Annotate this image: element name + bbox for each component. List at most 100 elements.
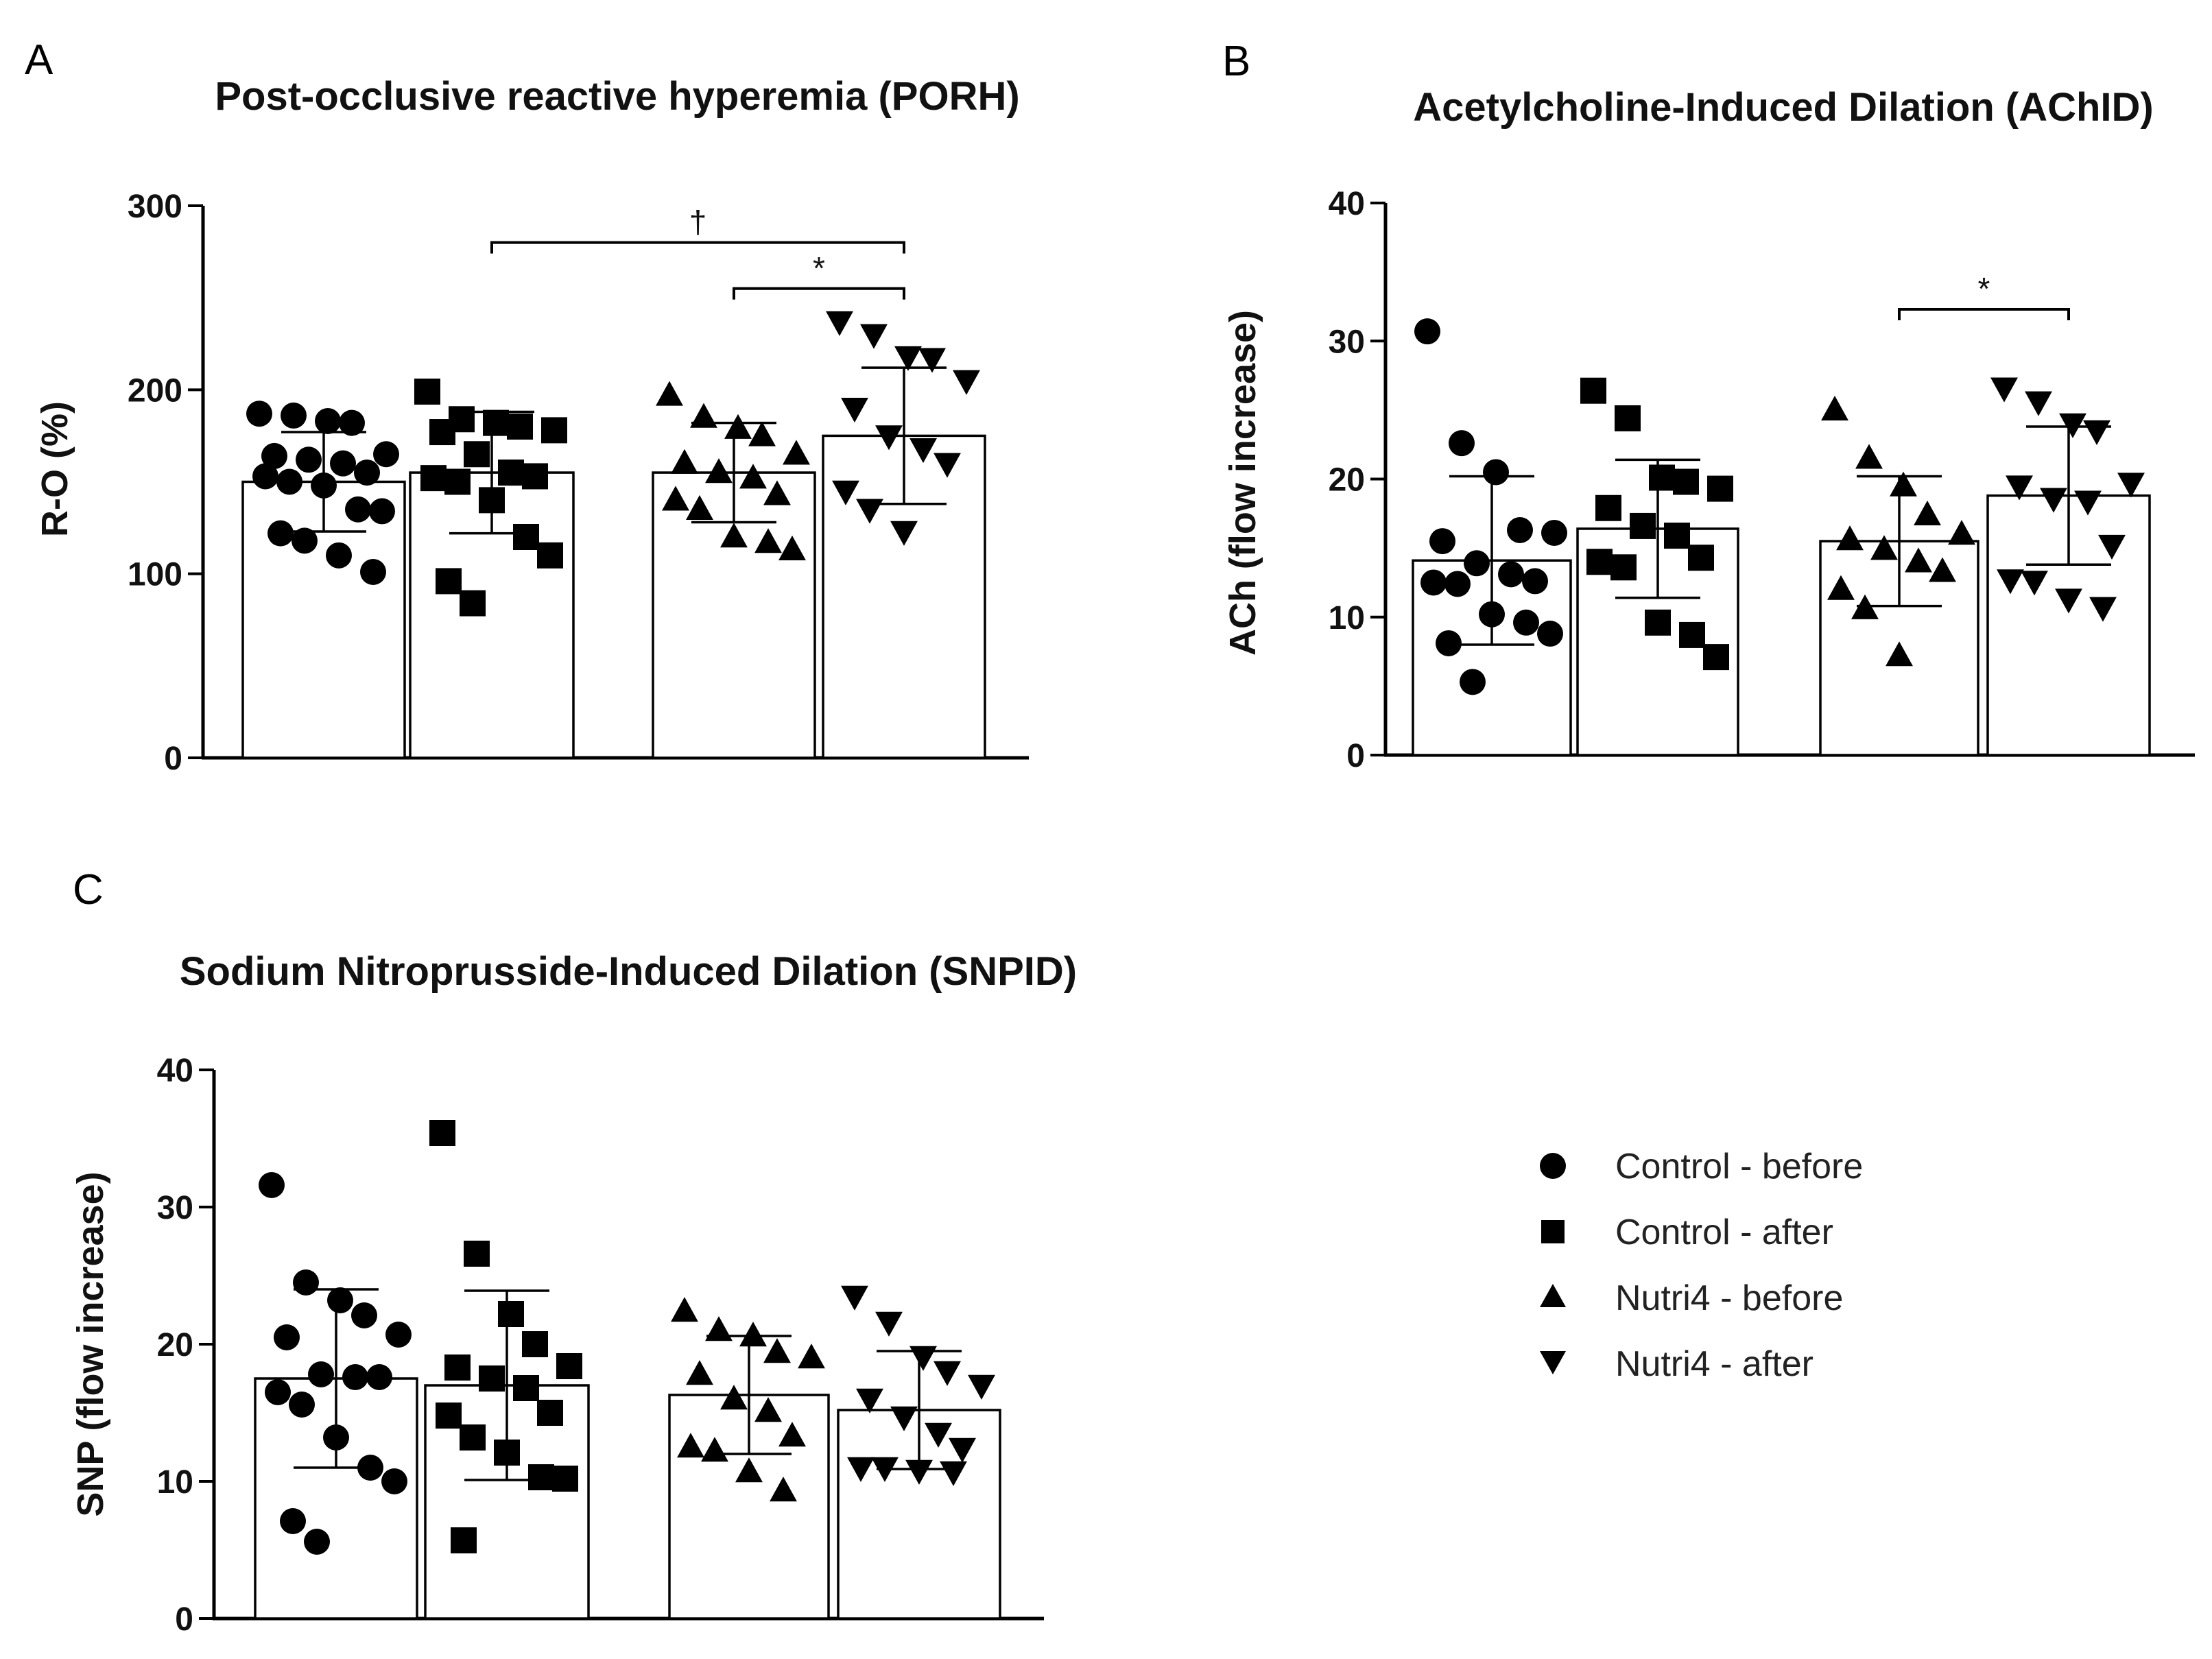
data-point: [905, 1459, 933, 1485]
data-point: [1679, 621, 1705, 648]
data-point: [940, 1461, 967, 1486]
data-point: [528, 1464, 554, 1490]
data-point: [720, 1385, 748, 1410]
panel-b-y-axis-label: ACh (flow increase): [1222, 310, 1263, 656]
significance-bracket: [490, 241, 905, 254]
data-point: [1464, 550, 1490, 577]
data-point: [315, 407, 341, 434]
data-point: [513, 1375, 539, 1401]
data-point: [483, 409, 509, 436]
significance-label: *: [1978, 271, 1990, 307]
data-point: [1821, 395, 1848, 421]
data-point: [414, 379, 440, 405]
data-point: [735, 1457, 763, 1483]
data-point: [2025, 391, 2052, 416]
data-point: [246, 401, 272, 427]
data-point: [373, 441, 399, 468]
data-point: [326, 542, 352, 569]
data-point: [296, 446, 322, 473]
data-point: [252, 463, 278, 490]
data-point: [1615, 405, 1641, 431]
data-point: [656, 381, 683, 406]
data-point: [351, 1302, 377, 1328]
data-point: [293, 1269, 319, 1296]
panel-a-title: Post-occlusive reactive hyperemia (PORH): [215, 74, 1019, 119]
data-point: [541, 417, 567, 444]
data-point: [2098, 534, 2126, 560]
data-point: [537, 1400, 563, 1426]
data-point: [1436, 630, 1462, 656]
data-point: [304, 1529, 330, 1555]
data-point: [479, 1365, 505, 1392]
y-tick-label: 30: [157, 1190, 193, 1226]
data-point: [552, 1466, 578, 1492]
data-point: [778, 535, 806, 560]
data-point: [705, 458, 733, 484]
data-point: [1483, 459, 1509, 486]
data-point: [1703, 644, 1729, 671]
data-point: [662, 486, 689, 511]
legend-label: Nutri4 - before: [1615, 1278, 1843, 1318]
data-point: [1449, 430, 1475, 457]
significance-bracket: [1898, 307, 2070, 320]
data-point: [1580, 377, 1606, 404]
data-point: [875, 425, 903, 451]
data-point: [933, 453, 961, 478]
data-point: [339, 409, 365, 436]
data-point: [2021, 571, 2048, 596]
data-point: [381, 1468, 407, 1494]
data-point: [1948, 520, 1975, 545]
data-point: [890, 1406, 918, 1431]
data-point: [274, 1324, 300, 1350]
triangle-down-marker-icon: [1540, 1351, 1566, 1374]
y-tick-label: 200: [128, 372, 182, 409]
data-point: [701, 1437, 728, 1462]
data-point: [856, 1388, 883, 1413]
data-point: [1836, 525, 1864, 551]
legend-label: Nutri4 - after: [1615, 1344, 1813, 1384]
significance-label: *: [813, 250, 825, 286]
data-point: [778, 1422, 806, 1447]
data-point: [763, 1338, 791, 1363]
data-point: [783, 440, 810, 465]
data-point: [909, 438, 937, 464]
data-point: [847, 1457, 875, 1482]
y-tick-label: 0: [164, 741, 182, 777]
data-point: [909, 1346, 937, 1371]
data-point: [841, 1285, 868, 1311]
data-point: [1673, 468, 1699, 495]
data-point: [968, 1374, 995, 1400]
data-point: [720, 523, 748, 548]
data-point: [1664, 523, 1690, 549]
data-point: [1444, 571, 1471, 597]
data-point: [1827, 575, 1855, 600]
data-point: [754, 1397, 782, 1422]
data-point: [537, 542, 563, 569]
y-tick-label: 0: [175, 1601, 193, 1638]
data-point: [342, 1364, 368, 1390]
data-point: [894, 346, 922, 371]
data-point: [739, 464, 767, 489]
data-point: [686, 1360, 713, 1385]
data-point: [1630, 512, 1656, 539]
data-point: [498, 459, 524, 486]
data-point: [1870, 535, 1898, 560]
y-tick-label: 20: [1329, 462, 1365, 499]
data-point: [2074, 490, 2102, 516]
y-tick-label: 30: [1329, 324, 1365, 360]
data-point: [556, 1353, 582, 1379]
data-point: [754, 528, 782, 553]
panel-a: A Post-occlusive reactive hyperemia (POR…: [25, 36, 1029, 777]
significance-label: †: [689, 204, 707, 240]
data-point: [1890, 471, 1917, 497]
data-point: [677, 1433, 704, 1458]
data-point: [460, 590, 486, 617]
data-point: [267, 520, 294, 547]
data-point: [498, 1301, 524, 1327]
square-marker-icon: [1541, 1220, 1565, 1243]
panel-c-letter: C: [73, 866, 104, 914]
data-point: [1688, 545, 1714, 571]
data-point: [705, 1316, 733, 1341]
